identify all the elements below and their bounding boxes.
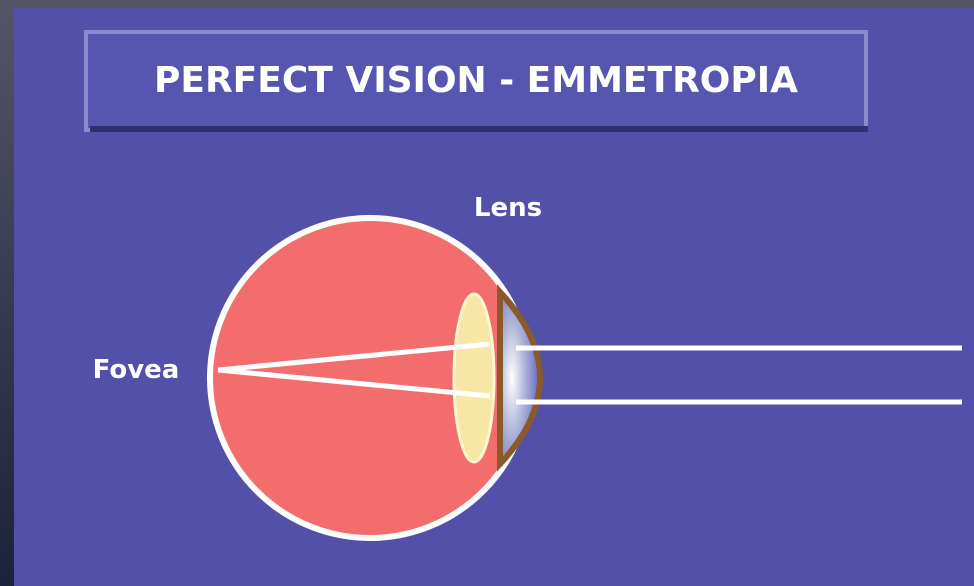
fovea-label: Fovea [93, 355, 180, 385]
lens-label: Lens [474, 193, 542, 223]
diagram: PERFECT VISION - EMMETROPIA Lens Fovea [0, 0, 974, 586]
title: PERFECT VISION - EMMETROPIA [154, 60, 798, 101]
page: PERFECT VISION - EMMETROPIA Lens Fovea (… [0, 0, 974, 586]
lens [454, 294, 494, 462]
title-shadow [90, 126, 868, 132]
